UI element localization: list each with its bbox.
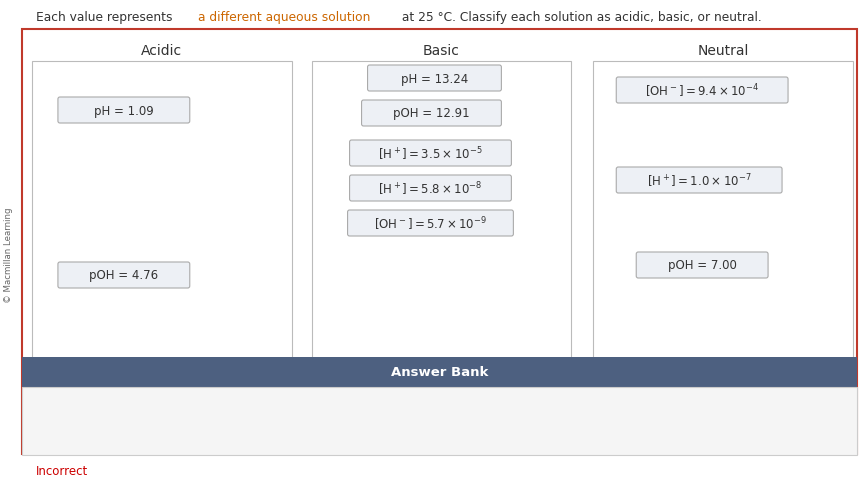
FancyBboxPatch shape	[362, 101, 501, 127]
FancyBboxPatch shape	[350, 176, 512, 201]
Text: © Macmillan Learning: © Macmillan Learning	[4, 207, 14, 302]
Text: pH = 13.24: pH = 13.24	[401, 72, 469, 85]
FancyBboxPatch shape	[22, 387, 857, 455]
Text: pOH = 4.76: pOH = 4.76	[89, 269, 158, 282]
Text: Neutral: Neutral	[697, 44, 749, 58]
Text: Acidic: Acidic	[141, 44, 183, 58]
FancyBboxPatch shape	[22, 30, 857, 454]
Text: $[\mathrm{H}^+] = 5.8\times10^{-8}$: $[\mathrm{H}^+] = 5.8\times10^{-8}$	[378, 180, 482, 197]
Text: Incorrect: Incorrect	[36, 465, 88, 478]
FancyBboxPatch shape	[347, 211, 514, 237]
Text: Answer Bank: Answer Bank	[391, 366, 488, 378]
FancyBboxPatch shape	[617, 78, 788, 104]
FancyBboxPatch shape	[58, 98, 190, 124]
Text: Each value represents: Each value represents	[36, 11, 177, 23]
FancyBboxPatch shape	[367, 66, 501, 92]
FancyBboxPatch shape	[350, 141, 512, 166]
Text: Basic: Basic	[423, 44, 460, 58]
Text: pOH = 12.91: pOH = 12.91	[393, 107, 469, 120]
FancyBboxPatch shape	[637, 253, 768, 278]
FancyBboxPatch shape	[32, 62, 292, 366]
Text: pH = 1.09: pH = 1.09	[94, 104, 154, 117]
Text: $[\mathrm{OH}^-] = 5.7\times10^{-9}$: $[\mathrm{OH}^-] = 5.7\times10^{-9}$	[374, 215, 487, 232]
Text: $[\mathrm{H}^+] = 1.0\times10^{-7}$: $[\mathrm{H}^+] = 1.0\times10^{-7}$	[647, 172, 752, 189]
Text: pOH = 7.00: pOH = 7.00	[668, 259, 737, 272]
Text: at 25 °C. Classify each solution as acidic, basic, or neutral.: at 25 °C. Classify each solution as acid…	[397, 11, 761, 23]
Text: $[\mathrm{H}^+] = 3.5\times10^{-5}$: $[\mathrm{H}^+] = 3.5\times10^{-5}$	[378, 145, 482, 163]
FancyBboxPatch shape	[312, 62, 572, 366]
FancyBboxPatch shape	[617, 167, 782, 194]
FancyBboxPatch shape	[58, 262, 190, 288]
Text: a different aqueous solution: a different aqueous solution	[197, 11, 370, 23]
Text: $[\mathrm{OH}^-] = 9.4\times10^{-4}$: $[\mathrm{OH}^-] = 9.4\times10^{-4}$	[645, 82, 759, 100]
FancyBboxPatch shape	[593, 62, 853, 366]
FancyBboxPatch shape	[22, 357, 857, 387]
